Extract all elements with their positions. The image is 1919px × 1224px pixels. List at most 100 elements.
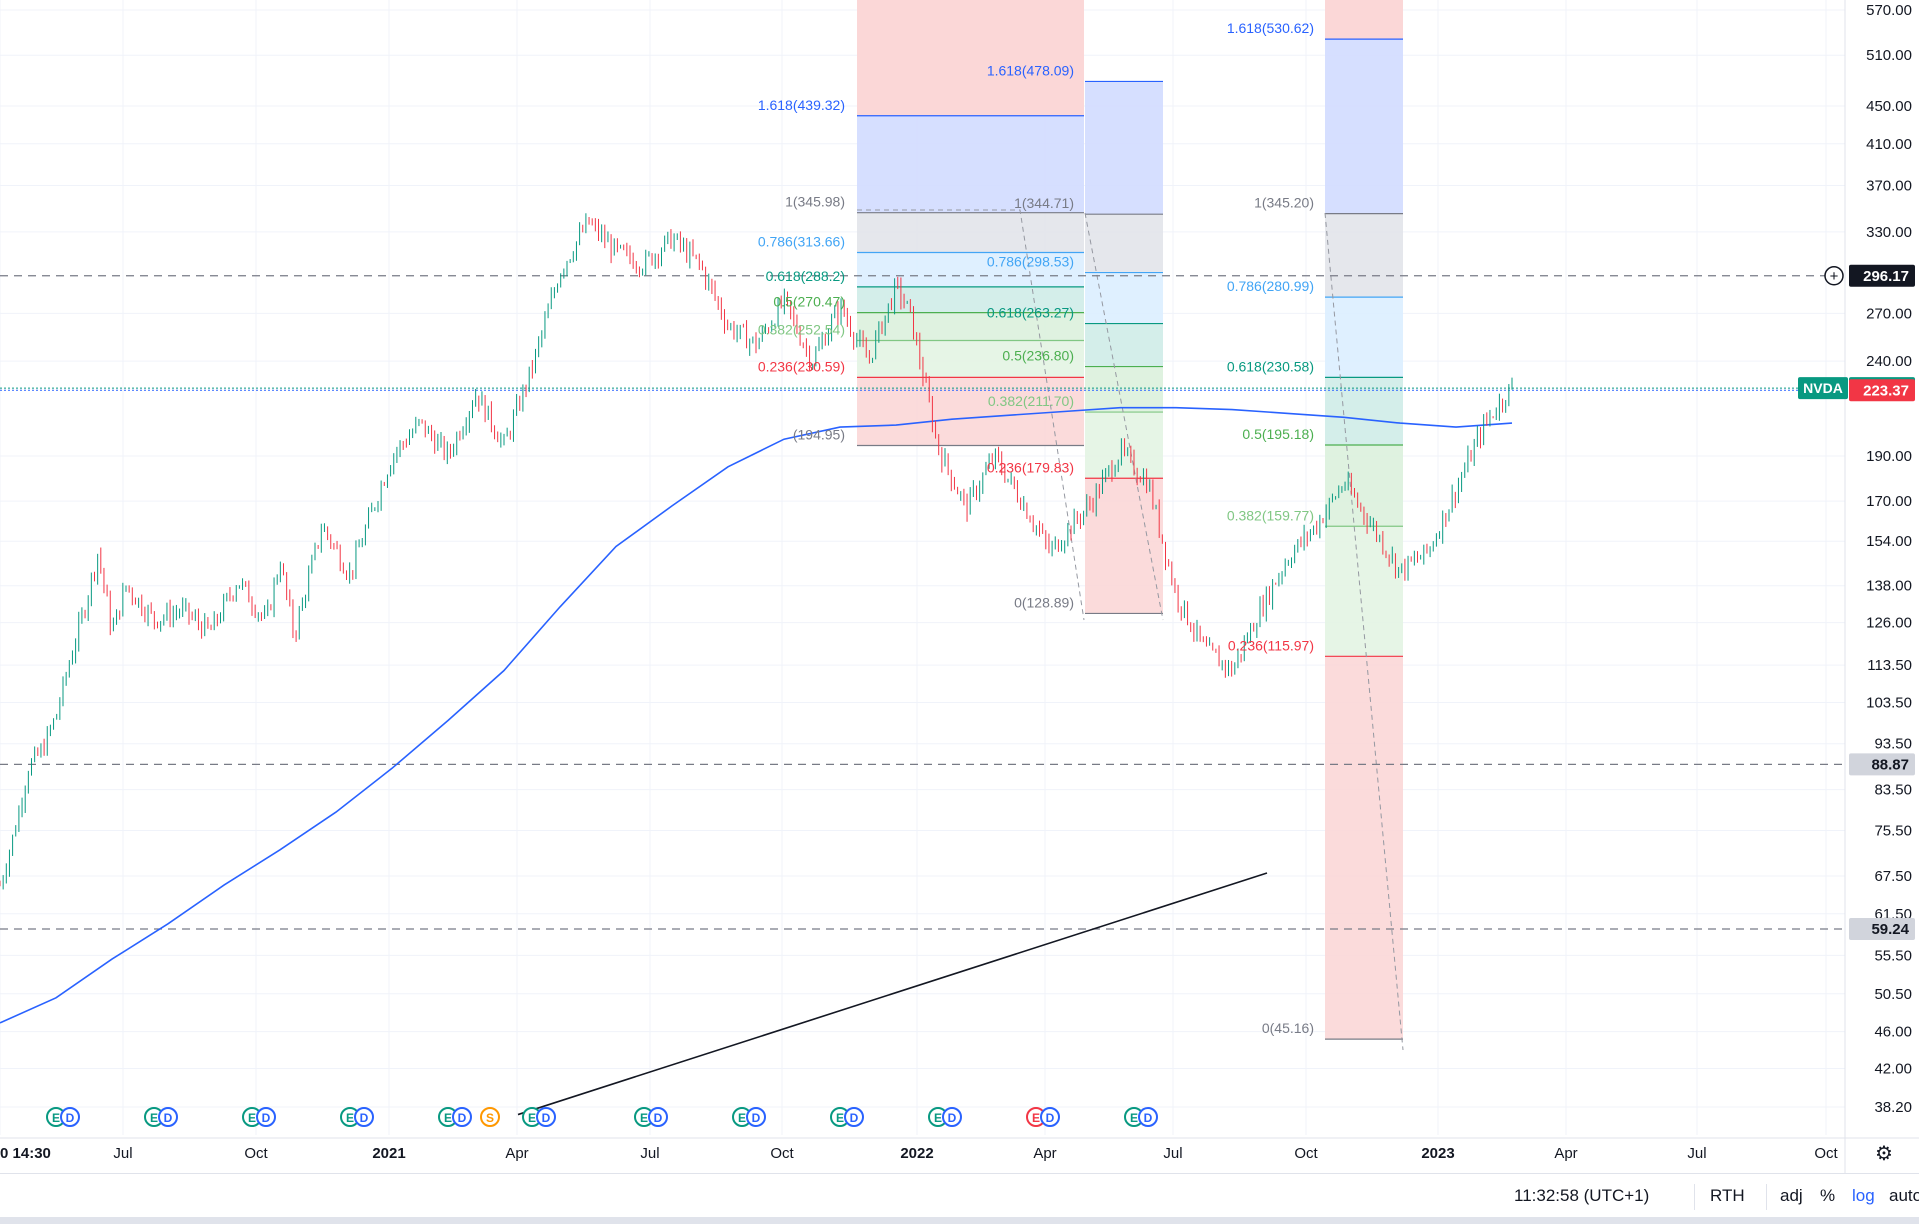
fib-level-label: 0.618(288.2) [766,268,845,284]
event-s-label: S [486,1111,494,1125]
price-label-hline: 88.87 [1849,753,1915,776]
fib-level-label: 0.382(211.70) [988,393,1074,409]
price-tick-label: 55.50 [1874,947,1912,964]
fib-zone [1085,272,1163,324]
event-e-label: E [248,1111,256,1125]
gear-icon[interactable]: ⚙ [1875,1143,1893,1165]
fib-zone [1085,323,1163,367]
price-tick-label: 330.00 [1866,224,1912,241]
trendline-segment[interactable] [517,872,1268,1116]
event-e-label: E [150,1111,158,1125]
price-tick-label: 38.20 [1874,1099,1912,1116]
price-tick-label: 83.50 [1874,782,1912,799]
fib-3[interactable] [1324,0,1404,1051]
toolbar-divider [1766,1184,1767,1210]
time-axis[interactable]: 0 14:30 Jul Oct 2021 Apr Jul Oct 2022 Apr Jul Oct 2… [0,1137,1919,1165]
adj-toggle[interactable]: adj [1780,1186,1803,1205]
event-d-icon[interactable] [844,1107,864,1127]
event-e-label: E [346,1111,354,1125]
event-d-icon[interactable] [536,1107,556,1127]
clock-readout[interactable]: 11:32:58 (UTC+1) [1514,1186,1650,1205]
fib-level-label: 0.382(159.77) [1227,507,1314,523]
event-d-label: D [164,1111,173,1125]
event-marker[interactable]: S [480,1107,500,1127]
trendline[interactable] [517,872,1268,1116]
event-d-icon[interactable] [746,1107,766,1127]
horizontal-lines[interactable] [0,275,1845,930]
fib-2[interactable] [1084,80,1164,621]
fib-zone [1085,412,1163,479]
time-tick-label: 2021 [372,1145,405,1162]
event-d-label: D [948,1111,957,1125]
percent-toggle[interactable]: % [1820,1186,1836,1205]
fib-level-label: 0(128.89) [1014,594,1074,610]
event-e-label: E [1032,1111,1040,1125]
price-chart[interactable]: 1.618(439.32) 1(345.98) 0.786(313.66) 0.618… [0,0,1919,1173]
fib-level-label: 0.236(179.83) [987,459,1074,475]
fib-zone [1325,39,1403,214]
price-label-text: 88.87 [1871,756,1909,773]
fib-zone [857,115,1084,213]
event-d-label: D [360,1111,369,1125]
price-axis[interactable]: 570.00 510.00 450.00 410.00 370.00 330.00 270.… [1844,0,1912,1173]
time-tick-label: Jul [1687,1145,1706,1162]
event-d-icon[interactable] [60,1107,80,1127]
event-d-label: D [66,1111,75,1125]
event-d-icon[interactable] [452,1107,472,1127]
event-d-label: D [542,1111,551,1125]
event-d-icon[interactable] [354,1107,374,1127]
plus-icon-glyph: + [1830,268,1839,285]
fib-zone [1325,377,1403,446]
fib-zone [1325,213,1403,298]
price-tick-label: 510.00 [1866,47,1912,64]
fib-extension-tools[interactable] [857,0,1404,1051]
event-d-icon[interactable] [942,1107,962,1127]
price-label-bg [1849,379,1915,402]
event-s-icon[interactable] [480,1107,500,1127]
price-tick-label: 126.00 [1866,615,1912,632]
price-label-hline: 59.24 [1849,917,1915,940]
event-d-icon[interactable] [1138,1107,1158,1127]
price-tick-label: 450.00 [1866,98,1912,115]
fib-level-labels: 1.618(439.32) 1(345.98) 0.786(313.66) 0.618… [758,20,1314,1036]
price-label-ma: 223.37 [1849,379,1915,402]
fib-zone [857,340,1084,378]
auto-toggle[interactable]: auto [1889,1186,1919,1205]
time-tick-label: 0 14:30 [0,1145,51,1162]
fib-zone [857,377,1084,446]
time-tick-label: Apr [505,1145,528,1162]
event-d-icon[interactable] [648,1107,668,1127]
time-tick-label: Jul [1163,1145,1182,1162]
price-tick-label: 270.00 [1866,305,1912,322]
price-tick-label: 113.50 [1867,657,1912,674]
fib-zone [1085,366,1163,413]
fib-1[interactable] [857,0,1085,621]
session-button[interactable]: RTH [1710,1186,1745,1205]
price-tick-label: 103.50 [1866,694,1912,711]
fib-zone [1325,656,1403,1040]
fib-level-label: 1.618(530.62) [1227,20,1314,36]
log-toggle[interactable]: log [1852,1186,1875,1205]
fib-zone [857,212,1084,253]
event-d-icon[interactable] [1040,1107,1060,1127]
price-tick-label: 42.00 [1874,1061,1912,1078]
event-d-icon[interactable] [158,1107,178,1127]
symbol-tag-bg [1798,377,1848,400]
plus-icon[interactable] [1824,266,1844,286]
event-d-icon[interactable] [256,1107,276,1127]
event-e-label: E [444,1111,452,1125]
symbol-tag: NVDA [1803,380,1843,396]
